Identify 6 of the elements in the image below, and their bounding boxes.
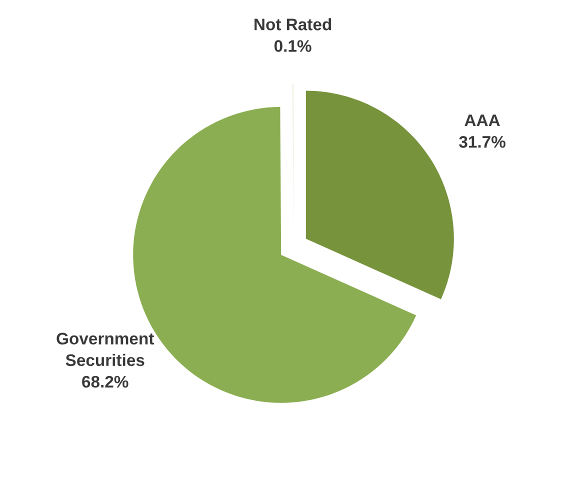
- data-label: 0.1%: [274, 40, 312, 52]
- data-label: 31.7%: [459, 136, 506, 148]
- data-label: 68.2%: [82, 376, 128, 388]
- slice-label: Government Securities: [56, 332, 154, 366]
- slice-label: Not Rated: [254, 18, 332, 30]
- slice-label: AAA: [464, 114, 500, 126]
